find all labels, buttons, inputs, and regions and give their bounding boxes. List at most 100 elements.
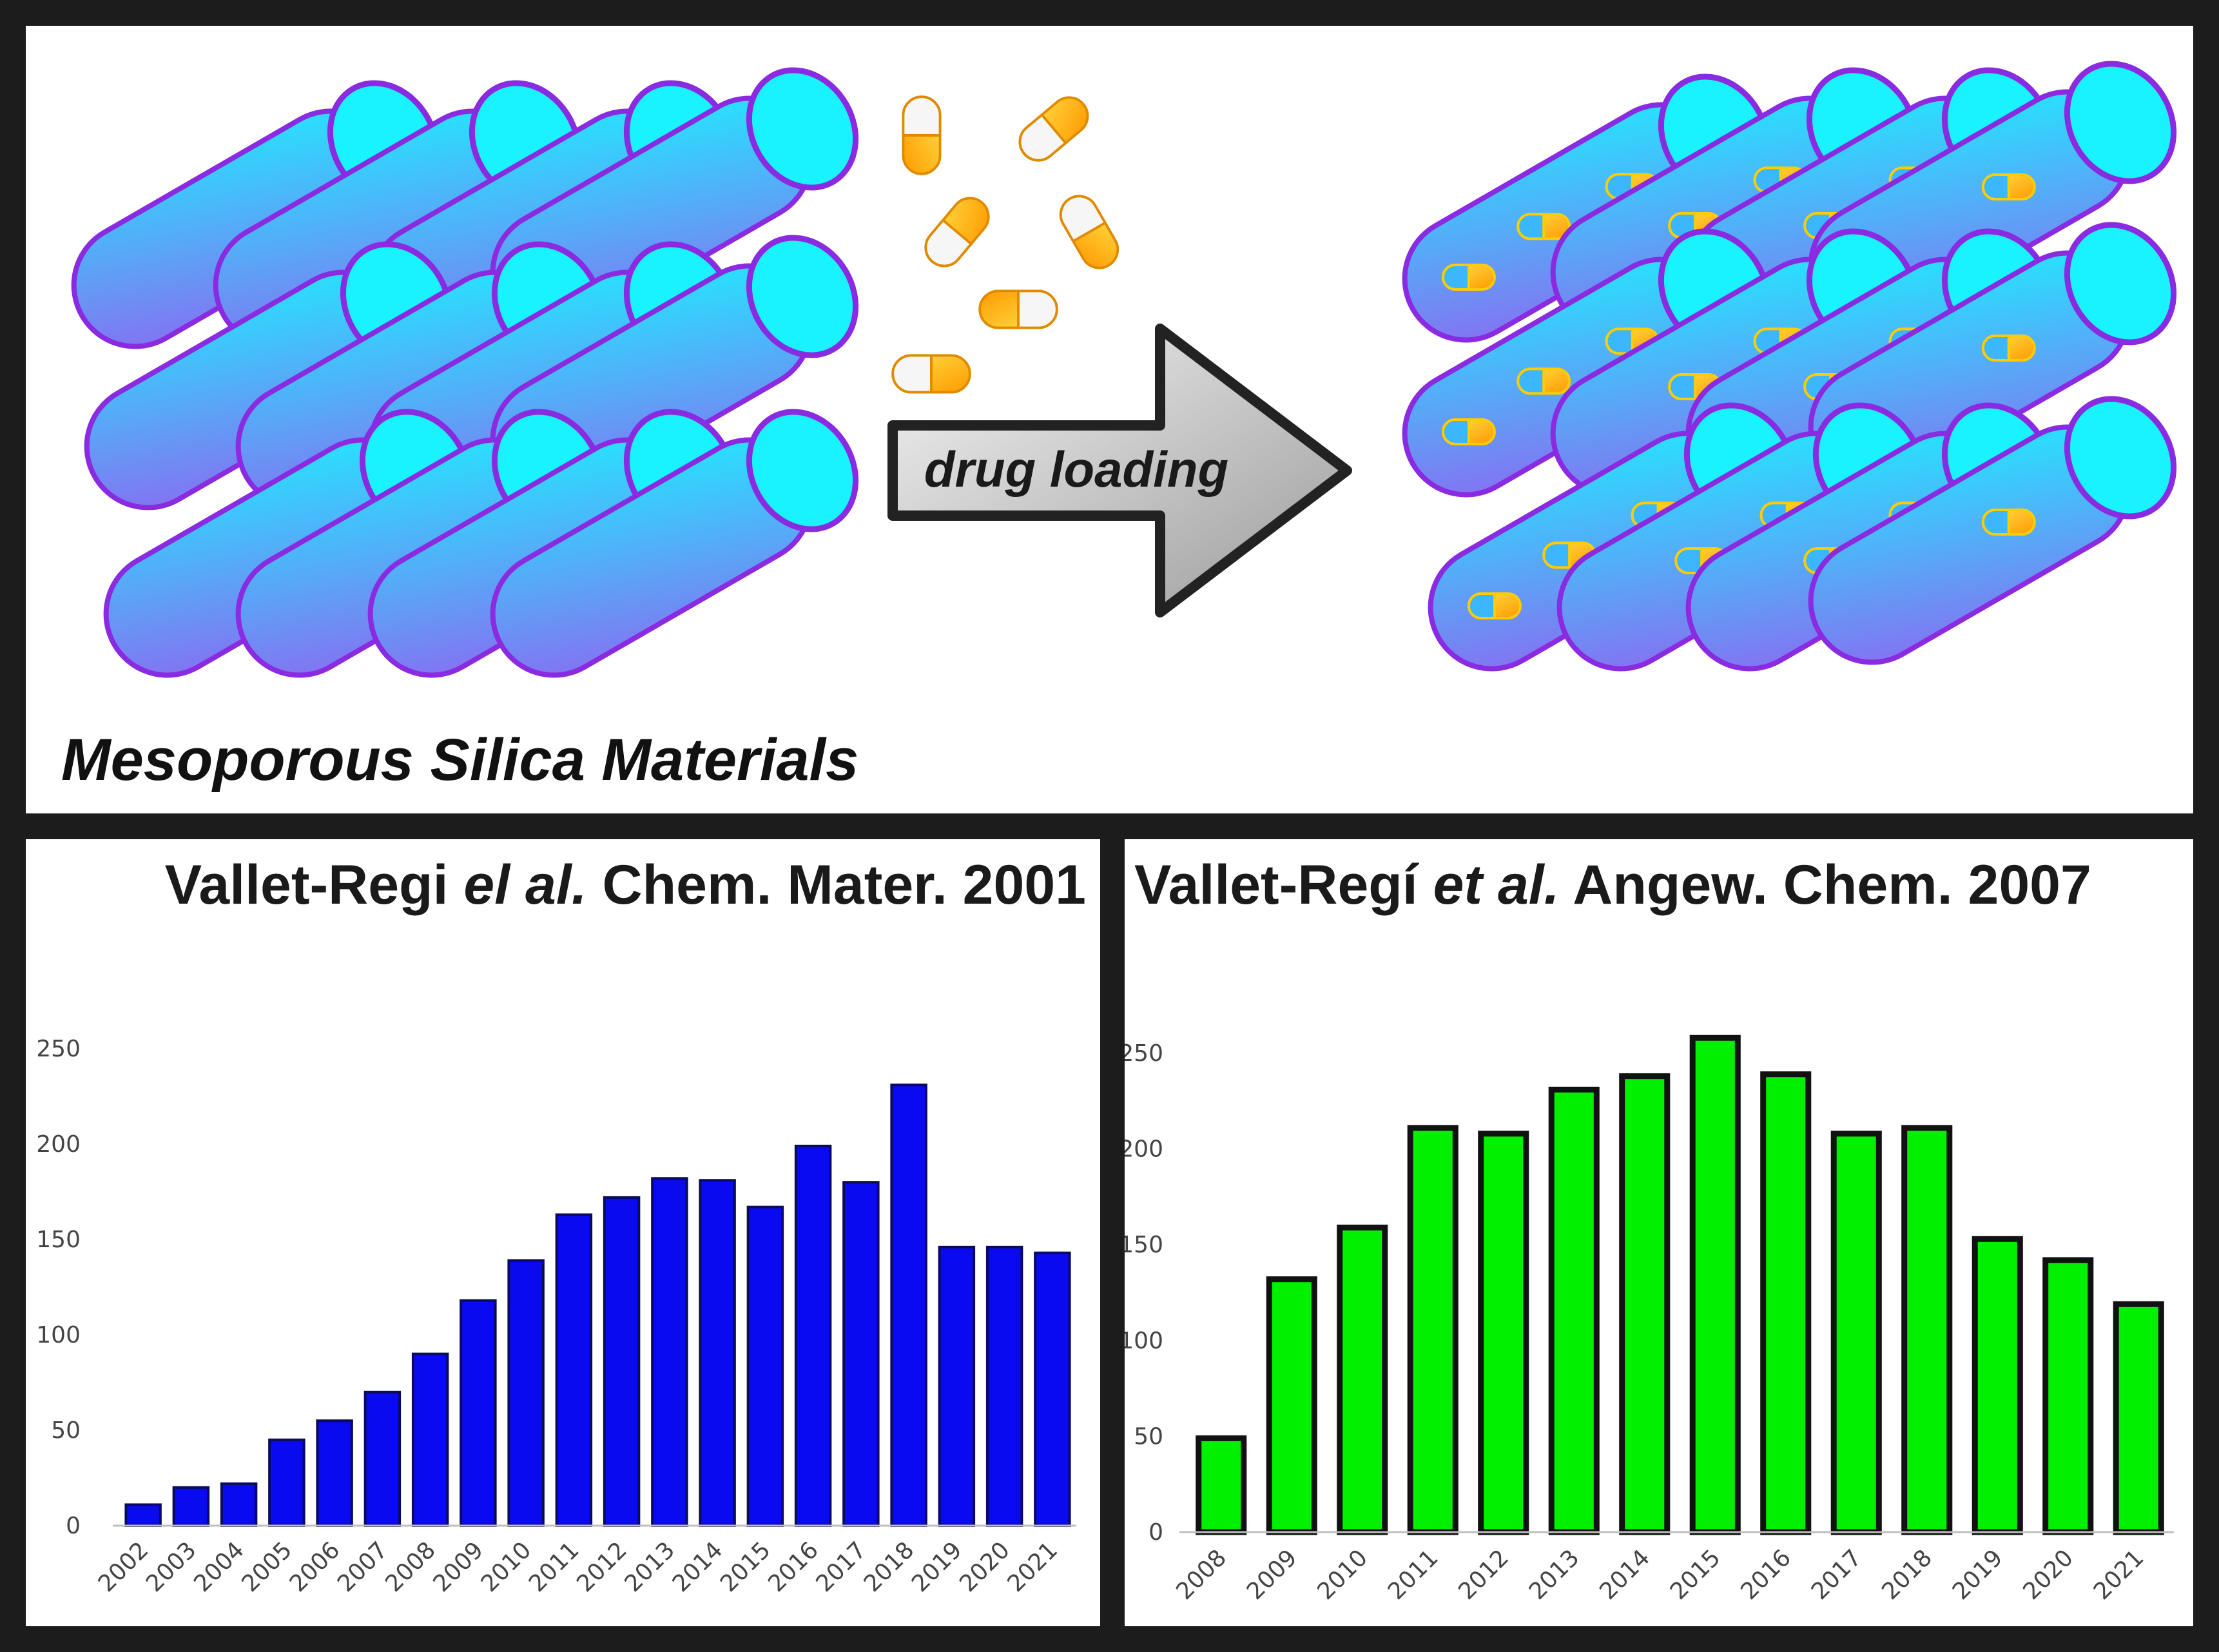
x-tick-label: 2019 — [1948, 1544, 2008, 1605]
bar-2013 — [651, 1177, 688, 1527]
x-tick-label: 2004 — [189, 1537, 249, 1597]
x-tick-label: 2015 — [1665, 1544, 1726, 1605]
y-tick-label: 150 — [1125, 1232, 1163, 1258]
x-tick-label: 2009 — [428, 1537, 489, 1597]
x-tick-label: 2015 — [715, 1537, 776, 1597]
bar-2017 — [1830, 1131, 1882, 1535]
bar-2021 — [1034, 1251, 1071, 1527]
x-tick-label: 2008 — [380, 1537, 441, 1597]
bar-2008 — [411, 1352, 449, 1527]
bar-2003 — [172, 1486, 210, 1527]
x-tick-label: 2014 — [668, 1537, 728, 1597]
x-tick-label: 2019 — [907, 1537, 967, 1597]
x-tick-label: 2016 — [1736, 1544, 1796, 1605]
y-tick-label: 50 — [1134, 1423, 1163, 1450]
illustration-panel: drug loading Mesoporous Silica Materials — [26, 26, 2193, 813]
bar-chart-angew-chem: Vallet-Regí et al. Angew. Chem. 2007 0 50… — [1125, 854, 2174, 1605]
bar-2020 — [2042, 1257, 2094, 1535]
bar-2021 — [2113, 1301, 2164, 1535]
x-tick-label: 2002 — [93, 1537, 154, 1597]
bar-2006 — [316, 1419, 353, 1528]
y-tick-label: 250 — [1125, 1040, 1163, 1067]
bar-2004 — [220, 1482, 258, 1528]
y-tick-label: 200 — [36, 1131, 81, 1158]
chart-title: Vallet-Regí et al. Angew. Chem. 2007 — [1134, 854, 2091, 916]
bar-2019 — [1972, 1236, 2023, 1535]
x-tick-label: 2020 — [954, 1537, 1015, 1597]
bar-2005 — [268, 1438, 305, 1527]
bars — [124, 1084, 1071, 1528]
chart-title: Vallet-Regi el al. Chem. Mater. 2001 — [165, 854, 1086, 916]
bar-2009 — [1266, 1276, 1317, 1535]
illustration-svg: drug loading Mesoporous Silica Materials — [26, 26, 2193, 793]
mesoporous-tube-bundle-left — [52, 51, 877, 698]
bar-2018 — [890, 1084, 927, 1527]
bar-2020 — [985, 1245, 1023, 1528]
mesoporous-tube-bundle-loaded — [1382, 44, 2193, 692]
bar-2016 — [1760, 1071, 1812, 1535]
x-tick-label: 2016 — [763, 1537, 824, 1597]
x-tick-label: 2003 — [141, 1537, 202, 1597]
drug-capsules — [891, 88, 1126, 394]
y-tick-label: 150 — [36, 1227, 81, 1253]
bar-2010 — [507, 1259, 545, 1527]
x-tick-label: 2013 — [1524, 1544, 1585, 1605]
x-axis: 2002200320042005200620072008200920102011… — [93, 1524, 1076, 1597]
x-tick-label: 2008 — [1171, 1544, 1232, 1605]
arrow-label: drug loading — [924, 441, 1228, 498]
x-tick-label: 2018 — [859, 1537, 920, 1597]
x-tick-label: 2006 — [285, 1537, 345, 1597]
bar-2010 — [1337, 1224, 1388, 1535]
x-tick-label: 2018 — [1877, 1544, 1937, 1605]
x-tick-label: 2012 — [1453, 1544, 1514, 1605]
bar-2018 — [1901, 1125, 1953, 1535]
y-tick-label: 0 — [1148, 1519, 1163, 1546]
bar-2014 — [699, 1179, 736, 1527]
x-tick-label: 2017 — [811, 1537, 871, 1597]
x-tick-label: 2012 — [572, 1537, 632, 1597]
bar-2017 — [842, 1181, 880, 1527]
x-tick-label: 2007 — [333, 1537, 393, 1597]
bar-2012 — [603, 1196, 641, 1527]
bar-2016 — [794, 1144, 832, 1527]
bar-2014 — [1619, 1073, 1671, 1535]
bar-2019 — [938, 1245, 976, 1528]
bar-2015 — [746, 1205, 784, 1527]
x-tick-label: 2011 — [524, 1537, 585, 1597]
bar-2012 — [1478, 1131, 1529, 1535]
x-tick-label: 2021 — [1002, 1537, 1063, 1597]
bar-2011 — [555, 1213, 593, 1528]
x-axis: 2008 2009 2010 2011 2012 2013 2014 2015 2016 2017… — [1171, 1531, 2174, 1605]
x-tick-label: 2013 — [619, 1537, 680, 1597]
y-tick-label: 100 — [36, 1322, 81, 1348]
bar-2008 — [1196, 1435, 1247, 1535]
y-tick-label: 0 — [66, 1513, 81, 1539]
y-tick-label: 50 — [51, 1417, 81, 1444]
x-tick-label: 2021 — [2089, 1544, 2149, 1605]
bar-2002 — [124, 1503, 162, 1527]
bar-2013 — [1548, 1086, 1600, 1535]
y-axis: 0 50 100 150 200 250 — [36, 1036, 81, 1539]
x-tick-label: 2010 — [476, 1537, 537, 1597]
chart-panel-left: Vallet-Regi el al. Chem. Mater. 2001 0 50… — [26, 839, 1100, 1626]
y-tick-label: 100 — [1125, 1328, 1163, 1354]
x-tick-label: 2005 — [237, 1537, 297, 1597]
illustration-caption: Mesoporous Silica Materials — [61, 727, 858, 793]
y-tick-label: 200 — [1125, 1136, 1163, 1163]
bar-2009 — [460, 1299, 497, 1527]
x-tick-label: 2009 — [1242, 1544, 1303, 1605]
x-tick-label: 2014 — [1594, 1544, 1655, 1605]
x-tick-label: 2020 — [2018, 1544, 2078, 1605]
drug-loading-arrow: drug loading — [887, 324, 1352, 617]
bar-chart-chem-mater: Vallet-Regi el al. Chem. Mater. 2001 0 50… — [36, 854, 1086, 1597]
chart-panel-right: Vallet-Regí et al. Angew. Chem. 2007 0 50… — [1125, 839, 2193, 1626]
y-axis: 0 50 100 150 200 250 — [1125, 1040, 1163, 1546]
bar-2015 — [1689, 1035, 1741, 1535]
x-tick-label: 2017 — [1807, 1544, 1867, 1605]
x-tick-label: 2011 — [1383, 1544, 1444, 1605]
bar-2011 — [1407, 1125, 1458, 1535]
x-tick-label: 2010 — [1312, 1544, 1373, 1605]
y-tick-label: 250 — [36, 1036, 81, 1062]
bars — [1196, 1035, 2164, 1535]
bar-2007 — [363, 1390, 402, 1527]
